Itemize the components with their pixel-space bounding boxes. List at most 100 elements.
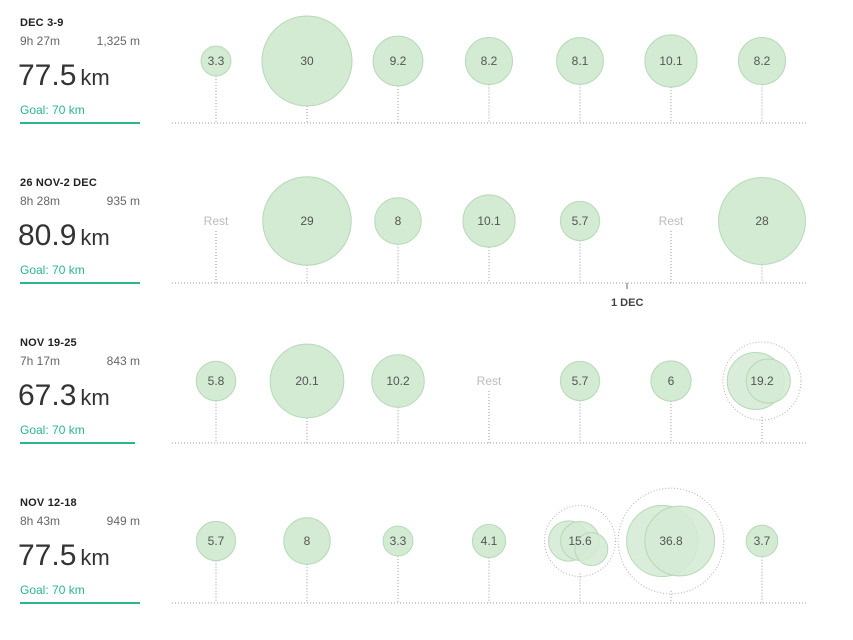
date-marker-label: 1 DEC xyxy=(611,297,644,309)
bubble-circle xyxy=(382,525,414,557)
week-title: 26 NOV-2 DEC xyxy=(20,177,97,189)
distance-unit: km xyxy=(80,545,110,570)
bubble-distance-label: 8.1 xyxy=(572,54,589,68)
bubble-distance-label: 4.1 xyxy=(481,534,498,548)
activity-bubble[interactable] xyxy=(269,343,345,419)
bubble-distance-label: 3.3 xyxy=(390,534,407,548)
bubble-distance-label: 28 xyxy=(755,214,769,228)
goal-progress-bar xyxy=(20,602,140,604)
goal-progress-bar xyxy=(20,282,140,284)
activity-bubble[interactable] xyxy=(556,37,604,85)
activity-sub-bubble xyxy=(644,505,716,577)
bubble-circle xyxy=(737,36,787,86)
bubble-circle xyxy=(559,200,601,242)
bubble-distance-label: 10.1 xyxy=(659,54,683,68)
bubble-circle xyxy=(559,360,601,402)
activity-sub-bubble xyxy=(574,532,609,567)
bubble-circle xyxy=(745,524,779,558)
week-title: DEC 3-9 xyxy=(20,17,64,29)
activity-bubble[interactable] xyxy=(737,36,787,86)
daily-activity-chart: 3.3 30 9.2 8.2 8.1 10.1 8.2 xyxy=(172,15,808,124)
bubble-circle xyxy=(195,520,237,562)
activity-bubble[interactable] xyxy=(559,200,601,242)
activity-bubble[interactable] xyxy=(462,194,516,248)
weekly-distance: 77.5 km xyxy=(18,539,110,573)
week-row[interactable]: NOV 19-25 7h 17m 843 m 67.3 km Goal: 70 k… xyxy=(0,320,853,480)
bubble-circle xyxy=(195,360,237,402)
bubble-distance-label: 5.8 xyxy=(208,374,225,388)
bubble-distance-label: 29 xyxy=(300,214,314,228)
distance-unit: km xyxy=(80,385,110,410)
bubble-circle xyxy=(261,15,353,107)
distance-unit: km xyxy=(80,225,110,250)
daily-activity-chart: 5.8 20.1 10.2 Rest 5.7 6 19.2 xyxy=(172,341,808,444)
week-title: NOV 19-25 xyxy=(20,337,77,349)
distance-value: 77.5 xyxy=(18,539,77,572)
activity-bubble[interactable] xyxy=(722,341,802,421)
activity-bubble[interactable] xyxy=(200,45,232,77)
week-summary: DEC 3-9 9h 27m 1,325 m 77.5 km Goal: 70 k… xyxy=(18,0,140,160)
activity-bubble[interactable] xyxy=(195,520,237,562)
activity-bubble[interactable] xyxy=(372,35,424,87)
bubble-distance-label: 10.2 xyxy=(386,374,410,388)
activity-bubble[interactable] xyxy=(471,523,507,559)
activity-bubble[interactable] xyxy=(371,354,425,408)
goal-label: Goal: 70 km xyxy=(20,263,85,277)
activity-bubble[interactable] xyxy=(617,487,725,595)
activity-bubble[interactable] xyxy=(718,177,806,265)
elevation-gain: 1,325 m xyxy=(96,34,140,48)
activity-bubble[interactable] xyxy=(464,36,514,86)
activity-bubble[interactable] xyxy=(644,34,698,88)
bubble-distance-label: 5.7 xyxy=(572,214,589,228)
multi-activity-ring xyxy=(544,505,616,577)
goal-progress-bar xyxy=(20,122,140,124)
week-row[interactable]: 26 NOV-2 DEC 8h 28m 935 m 80.9 km Goal: 7… xyxy=(0,160,853,320)
moving-time: 9h 27m xyxy=(20,34,61,48)
week-row[interactable]: DEC 3-9 9h 27m 1,325 m 77.5 km Goal: 70 k… xyxy=(0,0,853,160)
activity-bubble[interactable] xyxy=(650,360,692,402)
bubble-circle xyxy=(462,194,516,248)
activity-bubble[interactable] xyxy=(261,15,353,107)
distance-value: 67.3 xyxy=(18,379,77,412)
activity-bubble[interactable] xyxy=(283,517,331,565)
bubble-circle xyxy=(200,45,232,77)
daily-activity-chart: Rest 29 8 10.1 5.7 Rest 28 xyxy=(172,176,808,289)
rest-day-label: Rest xyxy=(659,214,684,228)
activity-bubble[interactable] xyxy=(374,197,422,245)
elevation-gain: 949 m xyxy=(106,514,140,528)
bubble-distance-label: 8.2 xyxy=(481,54,498,68)
activity-bubble[interactable] xyxy=(195,360,237,402)
week-summary: 26 NOV-2 DEC 8h 28m 935 m 80.9 km Goal: 7… xyxy=(18,160,140,320)
bubble-circle xyxy=(371,354,425,408)
bubble-circle xyxy=(269,343,345,419)
activity-sub-bubble xyxy=(745,358,791,404)
activity-bubble[interactable] xyxy=(745,524,779,558)
moving-time: 8h 28m xyxy=(20,194,61,208)
activity-bubble[interactable] xyxy=(382,525,414,557)
bubble-distance-label: 5.7 xyxy=(572,374,589,388)
week-summary: NOV 19-25 7h 17m 843 m 67.3 km Goal: 70 k… xyxy=(18,320,140,480)
week-row[interactable]: NOV 12-18 8h 43m 949 m 77.5 km Goal: 70 k… xyxy=(0,480,853,640)
bubble-distance-label: 6 xyxy=(668,374,675,388)
bubble-distance-label: 10.1 xyxy=(477,214,501,228)
bubble-distance-label: 5.7 xyxy=(208,534,225,548)
rest-day-label: Rest xyxy=(204,214,229,228)
bubble-circle xyxy=(374,197,422,245)
week-title: NOV 12-18 xyxy=(20,497,77,509)
weekly-distance: 77.5 km xyxy=(18,59,110,93)
weekly-distance: 80.9 km xyxy=(18,219,110,253)
moving-time: 7h 17m xyxy=(20,354,61,368)
bubble-distance-label: 3.3 xyxy=(208,54,225,68)
activity-bubble[interactable] xyxy=(262,176,352,266)
bubble-distance-label: 3.7 xyxy=(754,534,771,548)
activity-bubble[interactable] xyxy=(544,505,616,577)
goal-label: Goal: 70 km xyxy=(20,423,85,437)
bubble-circle xyxy=(464,36,514,86)
bubble-distance-label: 20.1 xyxy=(295,374,319,388)
elevation-gain: 935 m xyxy=(106,194,140,208)
distance-value: 80.9 xyxy=(18,219,77,252)
activity-bubble[interactable] xyxy=(559,360,601,402)
daily-activity-chart: 5.7 8 3.3 4.1 15.6 36.8 3.7 xyxy=(172,487,808,604)
goal-progress-bar xyxy=(20,442,136,444)
bubble-distance-label: 9.2 xyxy=(390,54,407,68)
